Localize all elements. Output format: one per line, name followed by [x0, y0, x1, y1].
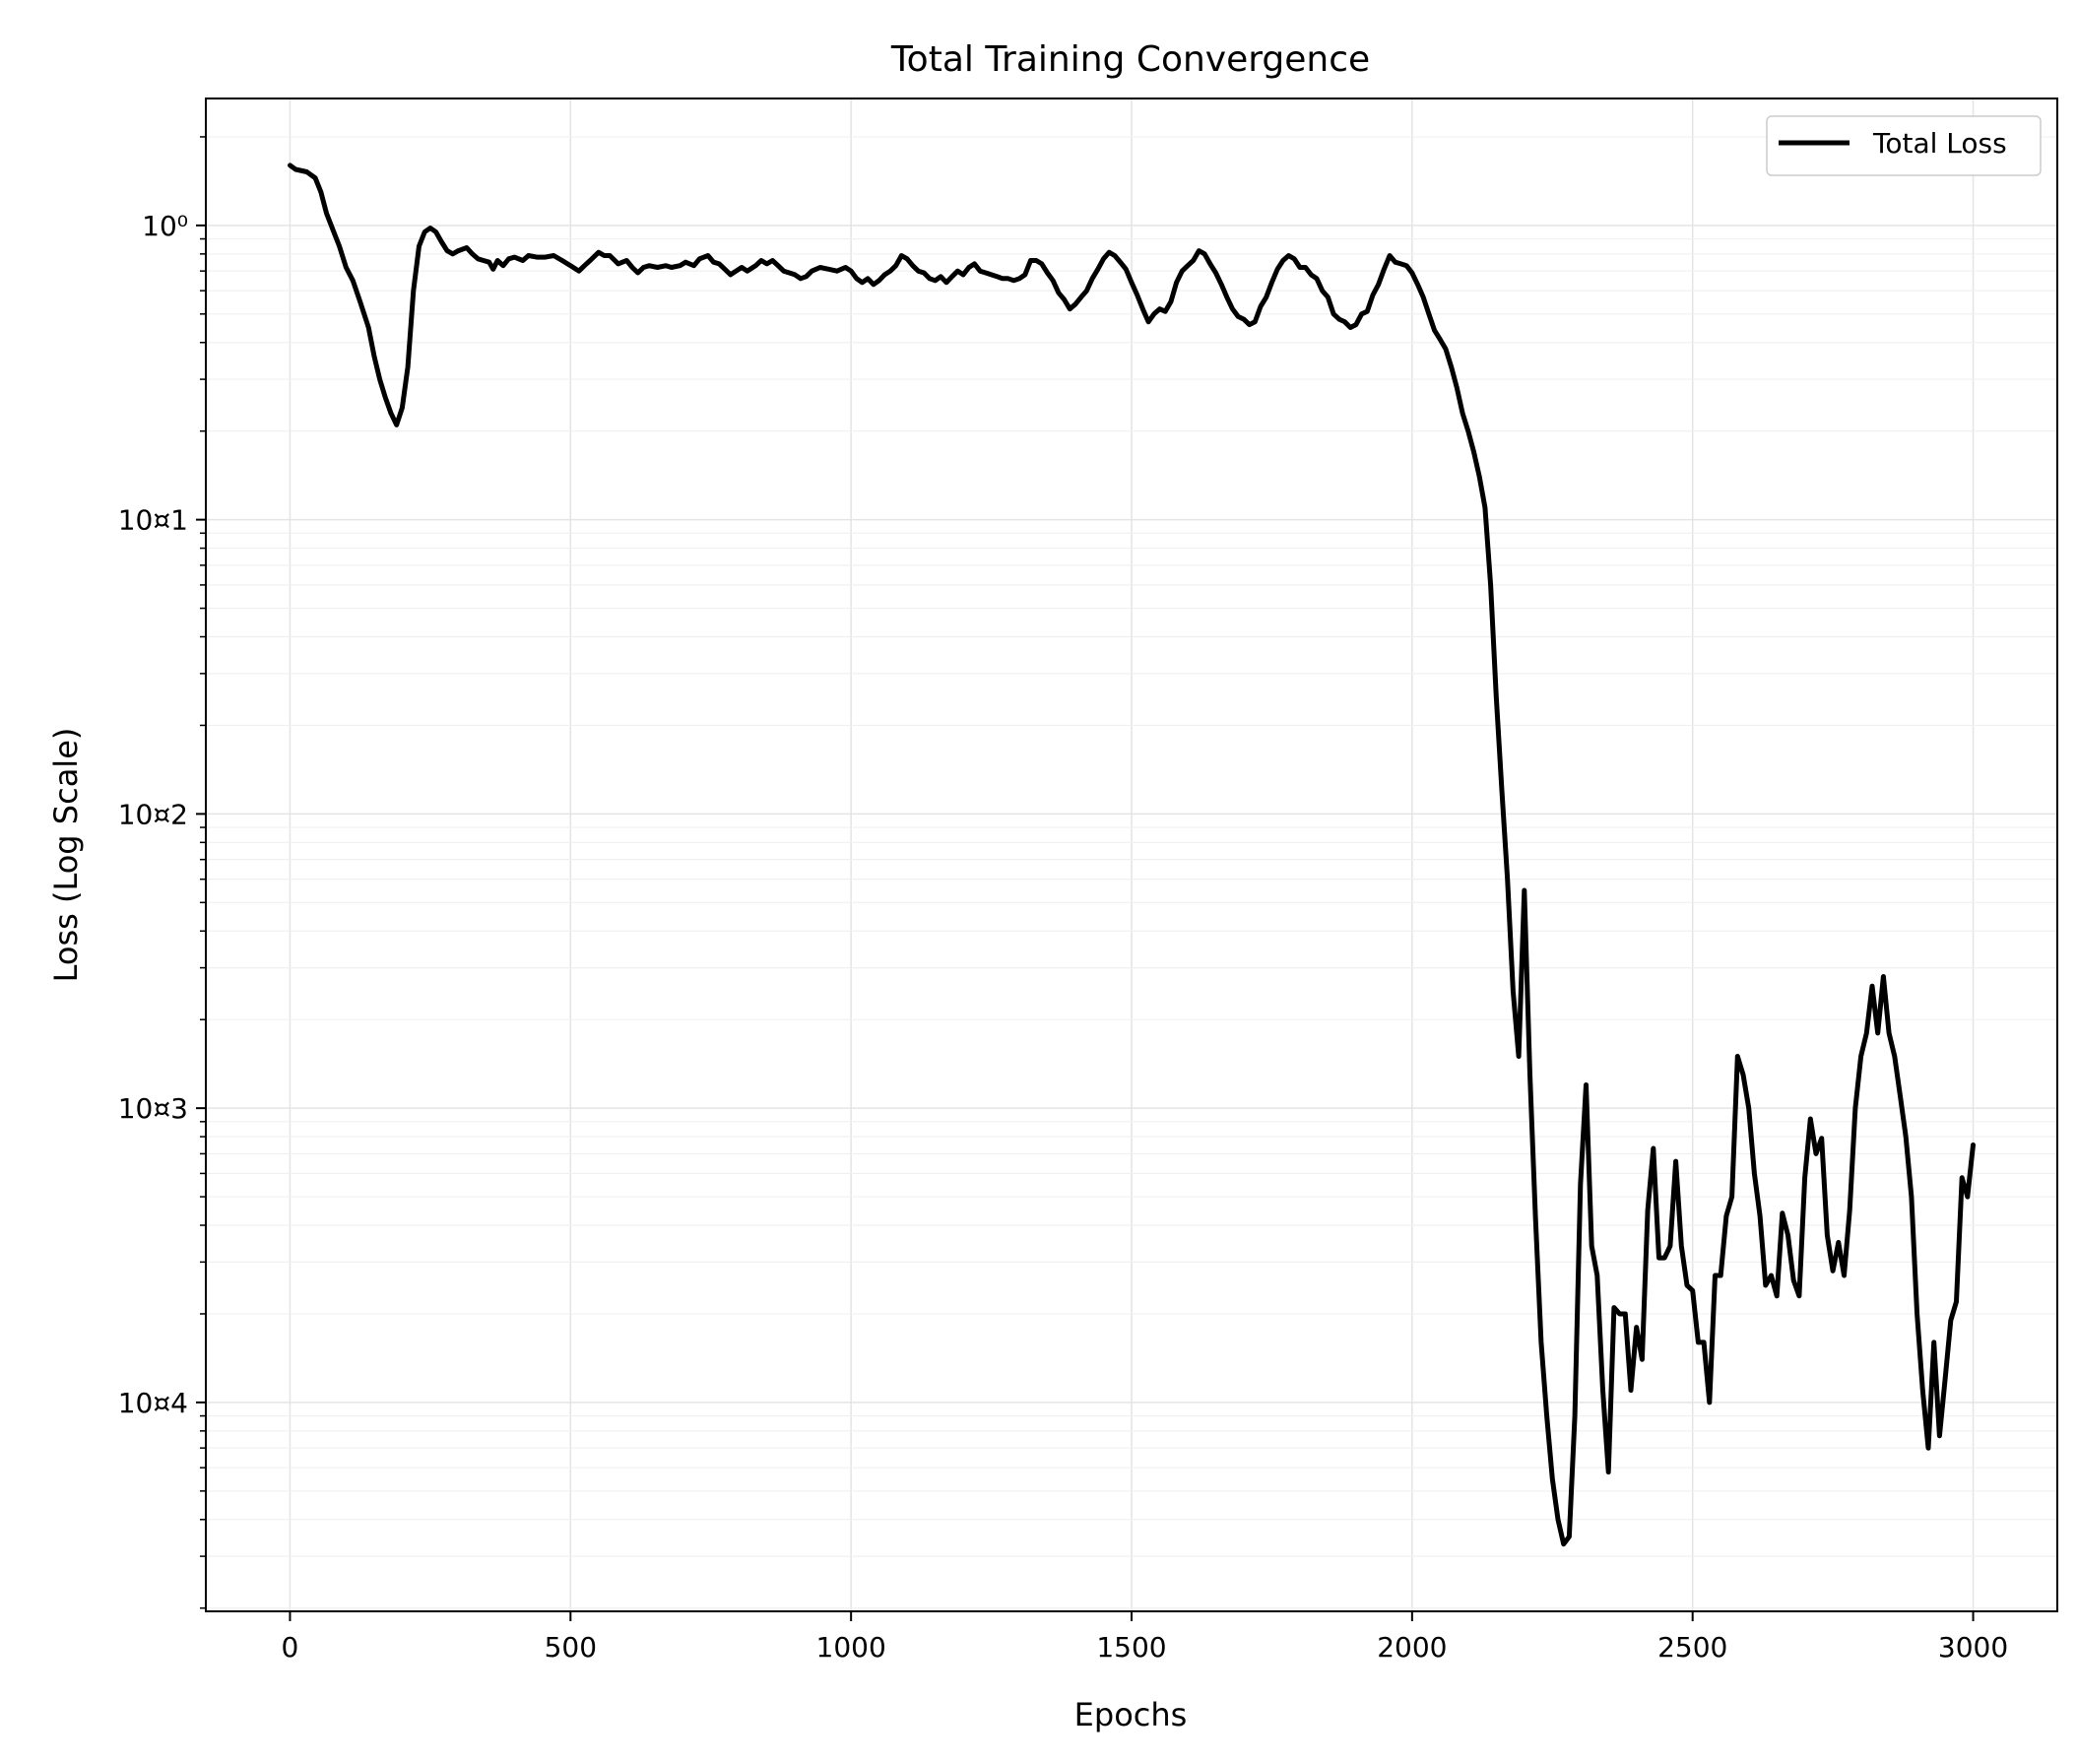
y-axis: 10⁰ 10¤1 10¤2 10¤3 10¤4: [118, 136, 206, 1609]
y-tick-label: 10¤1: [118, 504, 188, 537]
y-tick-label: 10¤2: [118, 798, 188, 830]
x-tick-label: 1000: [816, 1631, 886, 1664]
y-tick-label: 10⁰: [142, 210, 188, 242]
series-layer: [288, 163, 1976, 1547]
legend-box: [1766, 115, 2042, 176]
x-tick-label: 2500: [1657, 1631, 1727, 1664]
chart-title: Total Training Convergence: [890, 39, 1370, 80]
x-tick-label: 3000: [1938, 1631, 2008, 1664]
y-axis-label: Loss (Log Scale): [47, 728, 85, 983]
x-axis: 0 500 1000 1500 2000 2500 3000: [282, 1611, 2008, 1664]
x-tick-label: 0: [282, 1631, 299, 1664]
x-tick-label: 500: [545, 1631, 597, 1664]
x-tick-label: 2000: [1377, 1631, 1447, 1664]
y-tick-label: 10¤4: [118, 1387, 188, 1419]
legend-label-total-loss: Total Loss: [1872, 127, 2007, 160]
series-line-total-loss: [288, 163, 1976, 1547]
legend: Total Loss: [1766, 115, 2042, 176]
y-tick-label: 10¤3: [118, 1092, 188, 1125]
x-tick-label: 1500: [1096, 1631, 1166, 1664]
x-axis-label: Epochs: [1074, 1696, 1188, 1733]
